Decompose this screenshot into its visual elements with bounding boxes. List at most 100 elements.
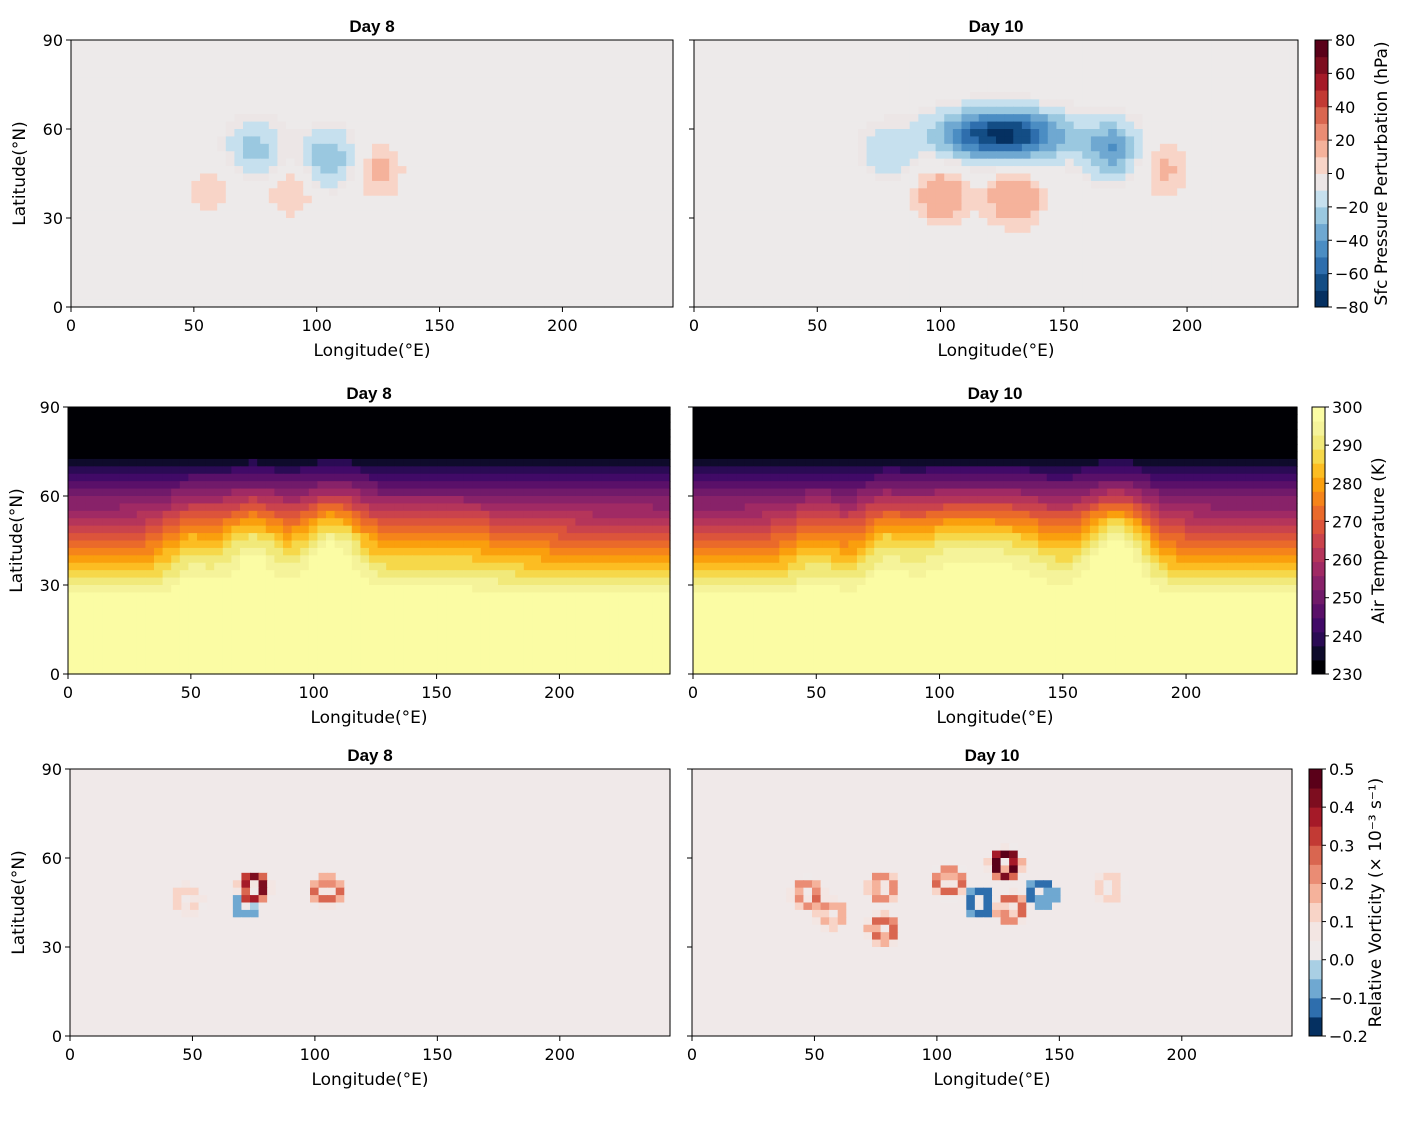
- field-cell: [552, 218, 562, 227]
- field-cell: [415, 195, 425, 204]
- field-cell: [1254, 143, 1265, 152]
- field-cell: [372, 136, 382, 145]
- field-cell: [694, 99, 704, 108]
- field-cell: [174, 99, 184, 108]
- field-cell: [612, 151, 622, 160]
- field-cell: [754, 195, 764, 204]
- field-cell: [745, 218, 755, 227]
- field-cell: [397, 240, 407, 249]
- field-cell: [1142, 54, 1152, 63]
- field-cell: [483, 218, 493, 227]
- field-cell: [630, 292, 640, 301]
- field-cell: [1116, 121, 1127, 130]
- field-cell: [1237, 106, 1247, 115]
- field-cell: [526, 54, 536, 63]
- field-cell: [952, 255, 963, 264]
- field-cell: [569, 129, 579, 138]
- field-cell: [526, 99, 536, 108]
- field-cell: [552, 121, 562, 130]
- field-cell: [329, 195, 339, 204]
- field-cell: [1272, 203, 1282, 212]
- field-cell: [303, 121, 313, 130]
- field-cell: [754, 277, 764, 286]
- field-cell: [71, 225, 81, 234]
- field-cell: [883, 210, 894, 219]
- field-cell: [647, 269, 657, 278]
- field-cell: [892, 151, 902, 160]
- field-cell: [664, 218, 674, 227]
- field-cell: [157, 136, 167, 145]
- field-cell: [200, 77, 210, 86]
- field-cell: [1168, 91, 1178, 100]
- field-cell: [901, 62, 911, 71]
- field-cell: [638, 232, 648, 241]
- field-cell: [1142, 203, 1152, 212]
- field-cell: [866, 40, 876, 49]
- field-cell: [406, 77, 416, 86]
- field-cell: [901, 54, 911, 63]
- field-cell: [1246, 225, 1256, 234]
- field-cell: [832, 188, 842, 197]
- field-cell: [1254, 69, 1265, 78]
- field-cell: [174, 47, 184, 56]
- field-cell: [806, 218, 816, 227]
- field-cell: [788, 203, 799, 212]
- field-cell: [1030, 292, 1040, 301]
- field-cell: [806, 262, 816, 271]
- field-cell: [1004, 158, 1014, 167]
- field-cell: [866, 151, 876, 160]
- field-cell: [458, 247, 468, 256]
- field-cell: [148, 84, 158, 93]
- field-cell: [1254, 225, 1265, 234]
- field-cell: [79, 136, 89, 145]
- field-cell: [1039, 166, 1049, 175]
- field-cell: [832, 225, 842, 234]
- field-cell: [909, 143, 919, 152]
- field-cell: [423, 225, 433, 234]
- field-cell: [647, 292, 657, 301]
- field-cell: [268, 188, 278, 197]
- field-cell: [1073, 262, 1083, 271]
- field-cell: [1013, 188, 1023, 197]
- field-cell: [139, 173, 149, 182]
- field-cell: [518, 180, 528, 189]
- field-cell: [754, 114, 764, 123]
- field-cell: [148, 91, 158, 100]
- field-cell: [1073, 277, 1083, 286]
- field-cell: [970, 54, 980, 63]
- field-cell: [612, 69, 622, 78]
- field-cell: [1013, 106, 1023, 115]
- field-cell: [1004, 203, 1014, 212]
- field-cell: [745, 284, 755, 293]
- field-cell: [569, 232, 579, 241]
- field-cell: [711, 84, 721, 93]
- field-cell: [234, 284, 244, 293]
- field-cell: [449, 173, 459, 182]
- field-cell: [944, 129, 954, 138]
- field-cell: [621, 277, 631, 286]
- field-cell: [935, 232, 945, 241]
- field-cell: [840, 158, 850, 167]
- field-cell: [501, 240, 511, 249]
- field-cell: [944, 54, 954, 63]
- field-cell: [1013, 129, 1023, 138]
- field-cell: [509, 158, 519, 167]
- field-cell: [970, 225, 980, 234]
- field-cell: [1194, 225, 1204, 234]
- field-cell: [728, 188, 738, 197]
- field-cell: [952, 91, 963, 100]
- field-cell: [595, 129, 605, 138]
- field-cell: [621, 203, 631, 212]
- field-cell: [996, 91, 1006, 100]
- field-cell: [1177, 84, 1187, 93]
- field-cell: [1134, 166, 1144, 175]
- field-cell: [148, 136, 158, 145]
- field-cell: [728, 40, 738, 49]
- field-cell: [415, 69, 425, 78]
- field-cell: [728, 269, 738, 278]
- field-cell: [492, 40, 502, 49]
- field-cell: [1194, 240, 1204, 249]
- field-cell: [1004, 99, 1014, 108]
- field-cell: [978, 136, 988, 145]
